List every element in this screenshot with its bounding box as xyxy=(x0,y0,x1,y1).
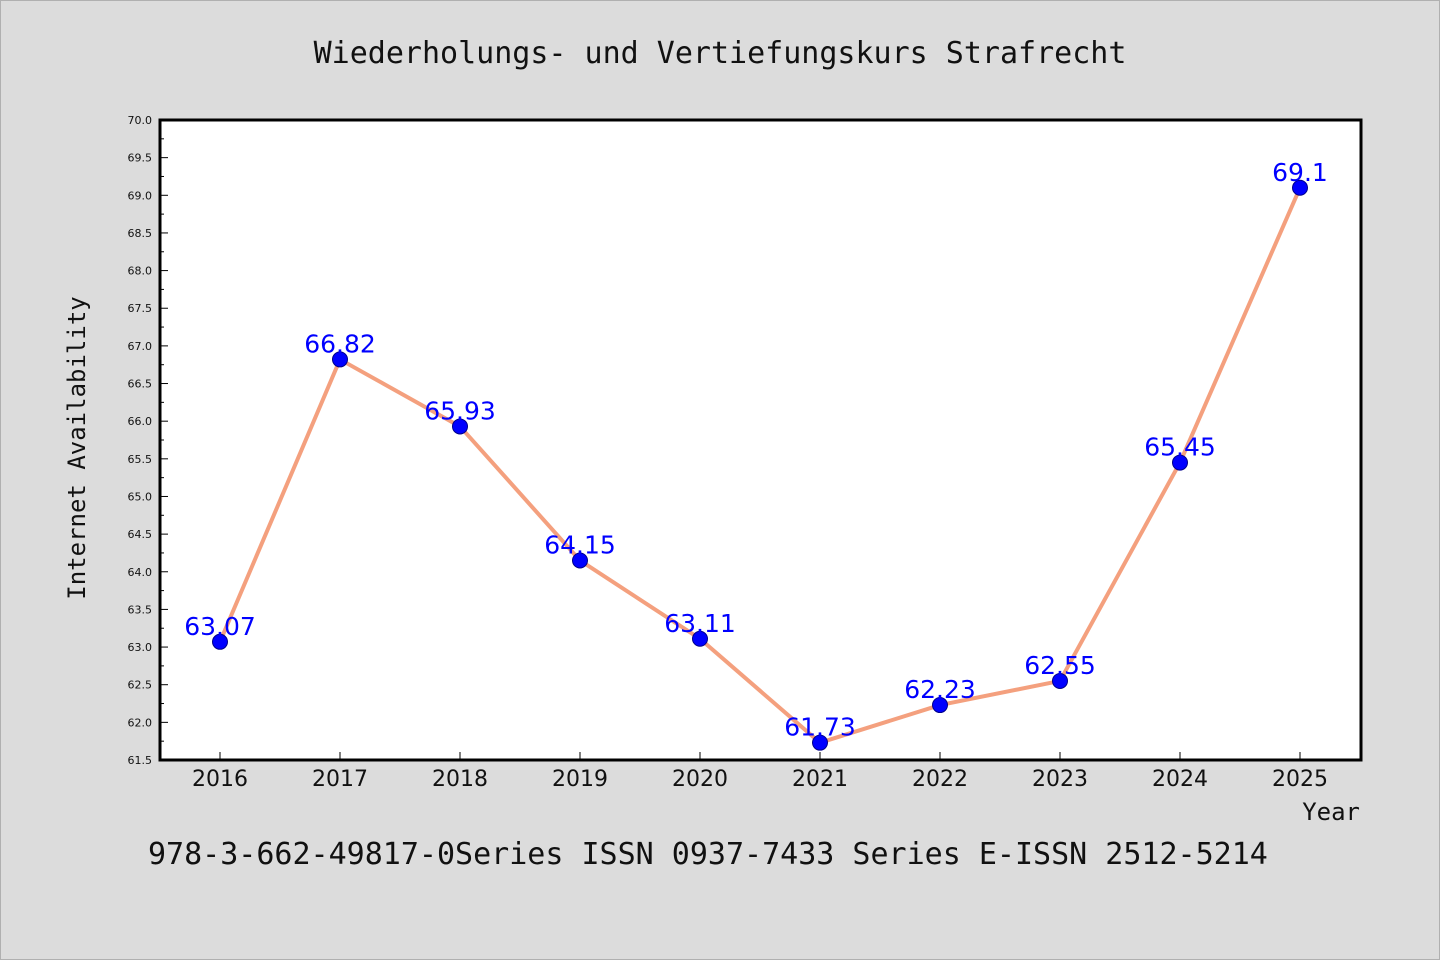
data-point xyxy=(932,697,948,714)
data-labels-group: 63.07 66.82 65.93 64.15 63.11 61.73 62.23 62.55… xyxy=(184,158,1328,742)
y-tick-label: 65.0 xyxy=(128,490,153,503)
x-tick-label: 2024 xyxy=(1152,767,1208,792)
x-tick-label: 2016 xyxy=(192,767,248,792)
y-tick-label: 64.0 xyxy=(128,566,153,579)
x-tick-label: 2020 xyxy=(672,767,728,792)
y-tick-label: 63.0 xyxy=(128,641,153,654)
x-tick-label: 2019 xyxy=(552,767,608,792)
y-tick-label: 62.5 xyxy=(128,679,153,692)
data-label: 63.11 xyxy=(664,609,736,638)
y-tick-label: 66.5 xyxy=(128,378,153,391)
data-label: 65.45 xyxy=(1144,433,1216,462)
markers-group xyxy=(212,179,1308,751)
data-point xyxy=(452,418,468,435)
data-label: 61.73 xyxy=(784,713,856,742)
y-tick-label: 67.5 xyxy=(128,302,153,315)
chart-title: Wiederholungs- und Vertiefungskurs Straf… xyxy=(314,36,1127,71)
data-point xyxy=(1292,179,1308,196)
data-point xyxy=(692,630,708,647)
y-tick-label: 65.5 xyxy=(128,453,153,466)
data-point xyxy=(1172,454,1188,471)
y-tick-label: 61.5 xyxy=(128,754,153,767)
y-axis: 61.5 62.0 62.5 63.0 63.5 64.0 64.5 65.0 65.5 66.0… xyxy=(128,114,168,767)
y-axis-label: Internet Availability xyxy=(63,296,91,599)
data-label: 66.82 xyxy=(304,329,376,358)
data-point xyxy=(812,734,828,751)
series-line-group xyxy=(218,185,1302,745)
data-label: 62.23 xyxy=(904,675,976,704)
series-line xyxy=(218,185,1302,745)
x-tick-label: 2025 xyxy=(1272,767,1328,792)
y-tick-label: 63.5 xyxy=(128,603,153,616)
footer-text: 978-3-662-49817-0Series ISSN 0937-7433 S… xyxy=(148,837,1268,872)
y-tick-label: 69.5 xyxy=(128,152,153,165)
y-tick-label: 62.0 xyxy=(128,716,153,729)
x-tick-label: 2017 xyxy=(312,767,368,792)
data-label: 63.07 xyxy=(184,612,256,641)
data-label: 65.93 xyxy=(424,396,496,425)
y-tick-label: 68.5 xyxy=(128,227,153,240)
data-label: 64.15 xyxy=(544,530,616,559)
data-point xyxy=(572,552,588,569)
data-point xyxy=(332,351,348,368)
y-tick-label: 68.0 xyxy=(128,265,153,278)
x-tick-label: 2022 xyxy=(912,767,968,792)
y-tick-label: 67.0 xyxy=(128,340,153,353)
data-label: 69.1 xyxy=(1272,158,1328,187)
data-label: 62.55 xyxy=(1024,651,1096,680)
x-axis-label: Year xyxy=(1302,798,1360,826)
x-tick-label: 2023 xyxy=(1032,767,1088,792)
y-tick-label: 66.0 xyxy=(128,415,153,428)
y-tick-label: 70.0 xyxy=(128,114,153,127)
y-tick-label: 69.0 xyxy=(128,189,153,202)
x-tick-label: 2021 xyxy=(792,767,848,792)
x-axis: 2016 2017 2018 2019 2020 2021 2022 2023 2024 2025 xyxy=(192,752,1328,792)
data-point xyxy=(212,633,228,650)
plot-area xyxy=(158,118,1363,762)
x-tick-label: 2018 xyxy=(432,767,488,792)
y-tick-label: 64.5 xyxy=(128,528,153,541)
data-point xyxy=(1052,672,1068,689)
